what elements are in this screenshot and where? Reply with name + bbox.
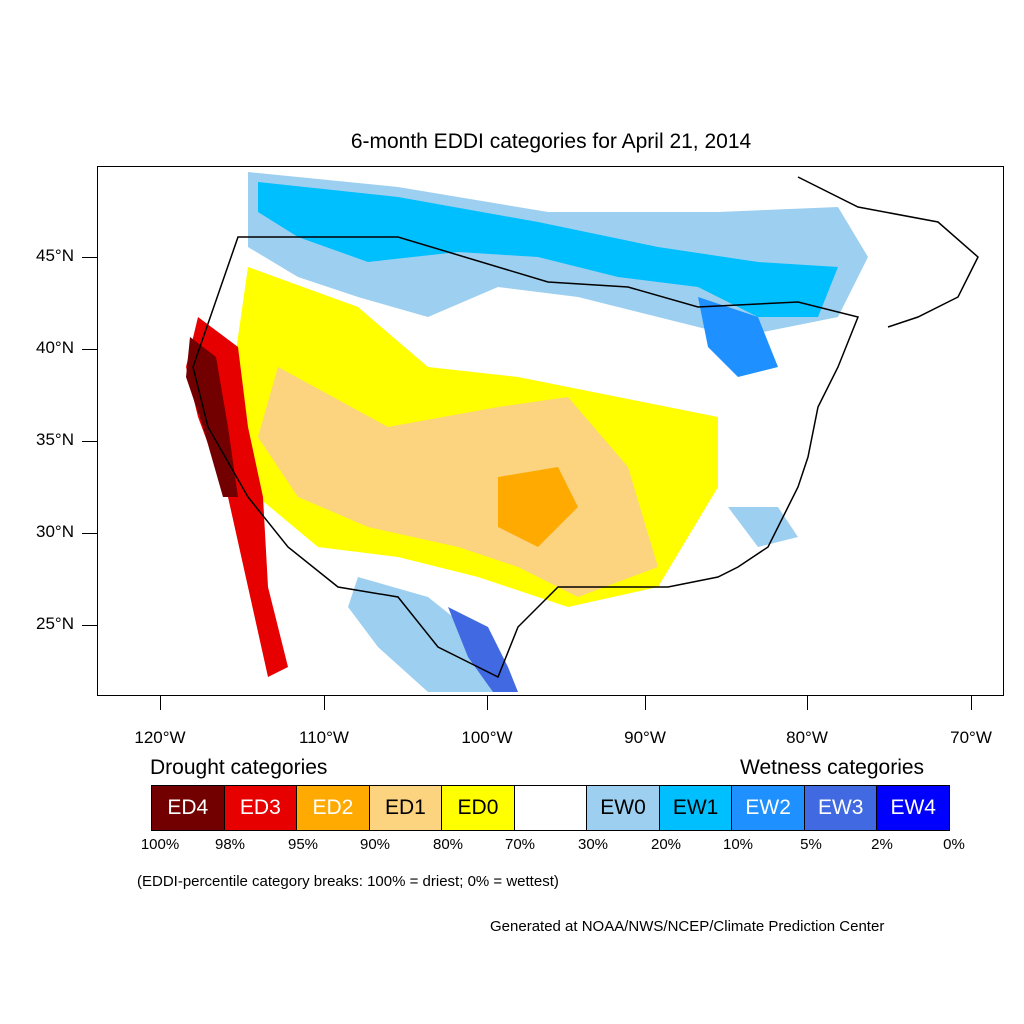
legend-color-bar: ED4 ED3 ED2 ED1 ED0 EW0 EW1 EW2 EW3 EW4 bbox=[151, 785, 950, 831]
canada-coast bbox=[797, 176, 979, 328]
lat-tick bbox=[82, 257, 97, 258]
legend-cell-ew2: EW2 bbox=[732, 786, 805, 830]
lon-label-120: 120°W bbox=[134, 728, 186, 747]
lat-label-30: 30°N bbox=[36, 522, 74, 541]
legend-cell-ed1: ED1 bbox=[369, 786, 443, 830]
lon-tick bbox=[645, 696, 646, 710]
legend-break-label: 30% bbox=[577, 836, 609, 853]
se-wet bbox=[728, 507, 798, 547]
legend-cell-neutral bbox=[514, 786, 588, 830]
lat-tick bbox=[82, 625, 97, 626]
legend-break-label: 70% bbox=[504, 836, 536, 853]
legend-cell-ed2: ED2 bbox=[297, 786, 370, 830]
north-wet-ew1 bbox=[258, 182, 838, 317]
eddi-map bbox=[97, 166, 1004, 696]
legend-break-label: 100% bbox=[140, 836, 180, 853]
lat-label-45: 45°N bbox=[36, 246, 74, 265]
lon-tick bbox=[971, 696, 972, 710]
lat-label-25: 25°N bbox=[36, 614, 74, 633]
lat-tick bbox=[82, 349, 97, 350]
lon-tick bbox=[807, 696, 808, 710]
legend-cell-ew3: EW3 bbox=[804, 786, 878, 830]
map-title: 6-month EDDI categories for April 21, 20… bbox=[350, 130, 752, 153]
lon-tick bbox=[160, 696, 161, 710]
lat-label-40: 40°N bbox=[36, 338, 74, 357]
legend-break-label: 0% bbox=[943, 836, 965, 853]
legend-wetness-heading: Wetness categories bbox=[740, 756, 925, 779]
us-outline bbox=[192, 236, 860, 679]
wetness-regions bbox=[248, 172, 868, 692]
legend-break-label: 98% bbox=[214, 836, 246, 853]
legend-cell-ed4: ED4 bbox=[152, 786, 225, 830]
lon-label-80: 80°W bbox=[786, 728, 828, 747]
central-ed1 bbox=[258, 367, 658, 597]
lat-tick bbox=[82, 441, 97, 442]
legend-cell-ew0: EW0 bbox=[587, 786, 660, 830]
legend-break-label: 20% bbox=[650, 836, 682, 853]
legend-break-label: 10% bbox=[722, 836, 754, 853]
legend-cell-ew4: EW4 bbox=[877, 786, 950, 830]
legend-cell-ed3: ED3 bbox=[224, 786, 298, 830]
central-ed2 bbox=[498, 467, 578, 547]
legend-cell-ew1: EW1 bbox=[659, 786, 733, 830]
lon-tick bbox=[487, 696, 488, 710]
legend-break-label: 95% bbox=[287, 836, 319, 853]
legend-note: (EDDI-percentile category breaks: 100% =… bbox=[137, 873, 559, 890]
legend-break-label: 2% bbox=[871, 836, 893, 853]
legend-drought-heading: Drought categories bbox=[150, 756, 328, 779]
lat-label-35: 35°N bbox=[36, 430, 74, 449]
legend-break-label: 5% bbox=[800, 836, 822, 853]
legend-break-label: 80% bbox=[432, 836, 464, 853]
lon-label-100: 100°W bbox=[461, 728, 513, 747]
lon-label-90: 90°W bbox=[624, 728, 666, 747]
lat-tick bbox=[82, 533, 97, 534]
great-lakes-ew2 bbox=[698, 297, 778, 377]
credit-line: Generated at NOAA/NWS/NCEP/Climate Predi… bbox=[490, 918, 885, 935]
legend-break-label: 90% bbox=[359, 836, 391, 853]
lon-label-70: 70°W bbox=[950, 728, 992, 747]
legend-cell-ed0: ED0 bbox=[442, 786, 515, 830]
lon-tick bbox=[324, 696, 325, 710]
lon-label-110: 110°W bbox=[299, 728, 349, 747]
eddi-map-graphic bbox=[186, 172, 979, 692]
